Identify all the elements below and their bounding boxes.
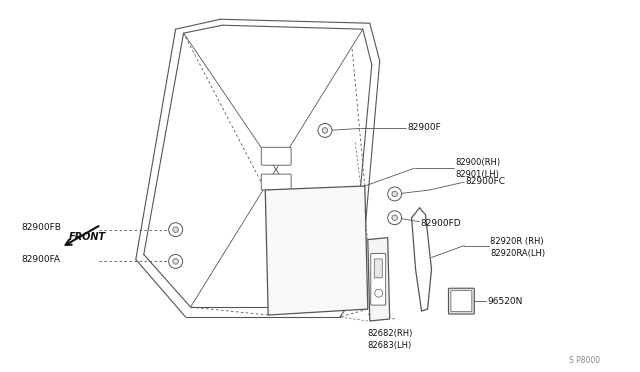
- Text: 82900(RH): 82900(RH): [456, 158, 500, 167]
- Text: 82900FD: 82900FD: [420, 219, 461, 228]
- Text: 82901(LH): 82901(LH): [456, 170, 499, 179]
- Circle shape: [169, 254, 182, 268]
- FancyBboxPatch shape: [261, 147, 291, 165]
- Circle shape: [318, 124, 332, 137]
- FancyBboxPatch shape: [449, 288, 474, 314]
- Circle shape: [173, 227, 179, 232]
- FancyBboxPatch shape: [374, 259, 382, 278]
- Text: 96520N: 96520N: [487, 296, 523, 306]
- Circle shape: [392, 215, 397, 221]
- Circle shape: [169, 223, 182, 237]
- Text: 82682(RH): 82682(RH): [368, 329, 413, 339]
- Text: 82900FC: 82900FC: [465, 177, 506, 186]
- Circle shape: [322, 128, 328, 133]
- Circle shape: [375, 289, 383, 297]
- FancyBboxPatch shape: [371, 253, 386, 305]
- Polygon shape: [265, 186, 368, 315]
- Text: FRONT: FRONT: [69, 232, 106, 242]
- Circle shape: [173, 259, 179, 264]
- Polygon shape: [368, 238, 390, 321]
- Text: 82900FA: 82900FA: [21, 255, 60, 264]
- Circle shape: [392, 191, 397, 197]
- FancyBboxPatch shape: [261, 174, 291, 190]
- Text: 82920RA(LH): 82920RA(LH): [490, 249, 545, 258]
- Text: I: I: [309, 294, 311, 300]
- FancyBboxPatch shape: [451, 291, 472, 312]
- Text: 82683(LH): 82683(LH): [368, 341, 412, 350]
- Text: 82900F: 82900F: [408, 123, 442, 132]
- Circle shape: [388, 211, 402, 225]
- Text: 82920R (RH): 82920R (RH): [490, 237, 544, 246]
- Text: S P8000: S P8000: [569, 356, 600, 365]
- Text: 82900FB: 82900FB: [21, 223, 61, 232]
- Circle shape: [388, 187, 402, 201]
